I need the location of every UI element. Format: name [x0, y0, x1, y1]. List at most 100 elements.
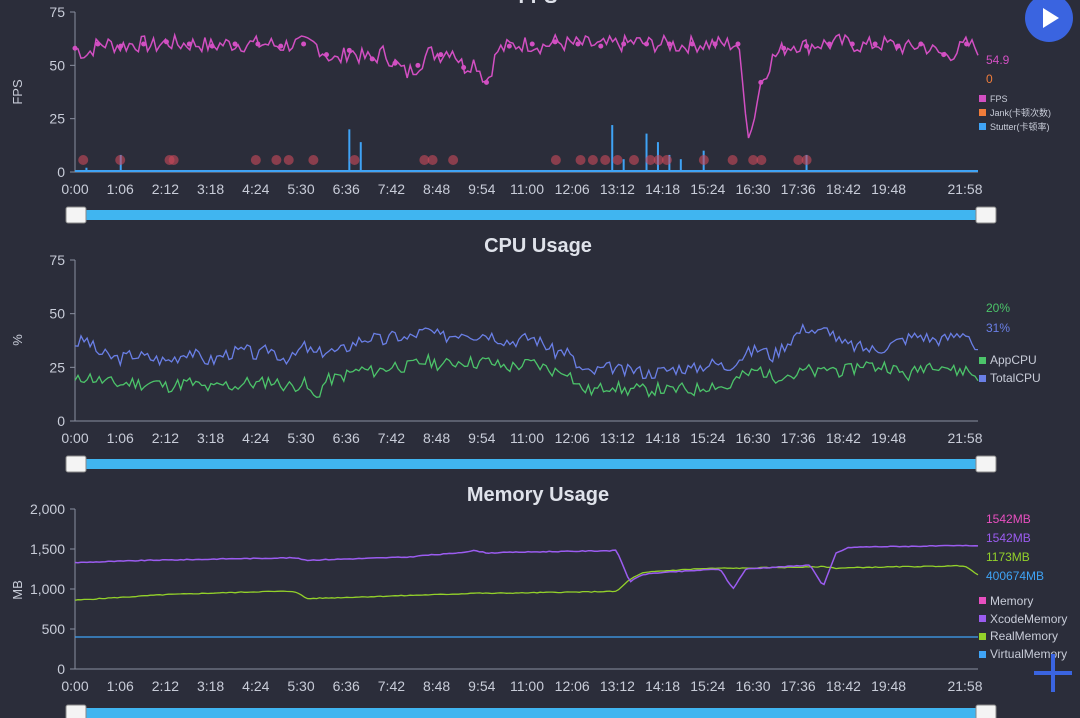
cpu-chart: CPU Usage % 75 50 25 0 0:00 1:06 2:12 3:18 4:24…: [10, 235, 1041, 473]
fps-point: [849, 41, 855, 47]
jank-marker: [756, 155, 767, 165]
x-tick-label: 8:48: [423, 678, 450, 694]
memory-chart: Memory Usage MB 2,000 1,500 1,000 500 0 0:00…: [10, 484, 1067, 718]
x-tick-label: 12:06: [555, 430, 590, 446]
legend-real-memory-swatch: [979, 633, 986, 640]
cpu-chart-title: CPU Usage: [484, 235, 592, 257]
fps-slider-left-handle[interactable]: [65, 206, 87, 224]
fps-point: [392, 60, 398, 66]
fps-range-slider[interactable]: [65, 206, 997, 224]
cpu-plot: [74, 322, 979, 399]
fps-point: [483, 79, 489, 85]
jank-marker: [271, 155, 282, 165]
jank-marker: [727, 155, 738, 165]
fps-x-ticks: 0:00 1:06 2:12 3:18 4:24 5:30 6:36 7:42 8:48 9:54…: [61, 181, 982, 197]
cpu-x-ticks: 0:00 1:06 2:12 3:18 4:24 5:30 6:36 7:42 8:48 9:54…: [61, 430, 982, 446]
memory-slider-track: [76, 708, 986, 718]
app-cpu-line: [74, 352, 979, 399]
memory-slider-left-handle[interactable]: [65, 704, 87, 718]
x-tick-label: 11:00: [510, 430, 544, 446]
x-tick-label: 13:12: [600, 678, 635, 694]
fps-point: [644, 41, 650, 47]
fps-chart: FPS FPS 75 50 25 0 0:00 1:06 2:12 3:18 4:24 5:30…: [10, 0, 1051, 224]
cpu-y-axis-label: %: [10, 334, 25, 346]
cpu-slider-right-handle[interactable]: [975, 455, 997, 473]
x-tick-label: 19:48: [871, 430, 906, 446]
legend-virtual-memory-swatch: [979, 651, 986, 658]
fps-point: [72, 45, 78, 51]
x-tick-label: 7:42: [378, 678, 405, 694]
fps-point: [232, 41, 238, 47]
fps-point: [118, 43, 124, 49]
xcode-memory-line: [74, 544, 979, 590]
legend-fps-swatch: [979, 95, 986, 102]
x-tick-label: 16:30: [735, 678, 770, 694]
x-tick-label: 7:42: [378, 430, 405, 446]
x-tick-label: 3:18: [197, 430, 224, 446]
x-tick-label: 5:30: [287, 181, 314, 197]
fps-slider-right-handle[interactable]: [975, 206, 997, 224]
fps-point: [895, 43, 901, 49]
fps-point: [712, 41, 718, 47]
x-tick-label: 17:36: [781, 430, 816, 446]
jank-marker: [550, 155, 561, 165]
memory-slider-right-handle[interactable]: [975, 704, 997, 718]
x-tick-label: 18:42: [826, 430, 861, 446]
x-tick-label: 21:58: [947, 181, 982, 197]
legend-stutter-swatch: [979, 123, 986, 130]
play-button[interactable]: [1025, 0, 1073, 42]
y-tick-label: 500: [42, 621, 66, 637]
x-tick-label: 2:12: [152, 430, 179, 446]
x-tick-label: 8:48: [423, 430, 450, 446]
cpu-slider-left-handle[interactable]: [65, 455, 87, 473]
x-tick-label: 12:06: [555, 678, 590, 694]
jank-marker: [612, 155, 623, 165]
x-tick-label: 15:24: [690, 678, 725, 694]
jank-marker: [115, 155, 126, 165]
x-tick-label: 16:30: [735, 181, 770, 197]
fps-point: [872, 41, 878, 47]
x-tick-label: 12:06: [555, 181, 590, 197]
x-tick-label: 5:30: [287, 678, 314, 694]
fps-point: [666, 41, 672, 47]
jank-marker: [793, 155, 804, 165]
x-tick-label: 14:18: [645, 678, 680, 694]
cpu-range-slider[interactable]: [65, 455, 997, 473]
fps-point: [552, 39, 558, 45]
legend-xcode-memory-swatch: [979, 615, 986, 622]
y-tick-label: 25: [49, 359, 65, 375]
y-tick-label: 0: [57, 661, 65, 677]
fps-point: [689, 41, 695, 47]
fps-point: [804, 43, 810, 49]
fps-point: [461, 64, 467, 70]
x-tick-label: 15:24: [690, 430, 725, 446]
add-button[interactable]: [1030, 650, 1076, 696]
x-tick-label: 9:54: [468, 678, 495, 694]
jank-marker: [587, 155, 598, 165]
y-tick-label: 50: [49, 57, 65, 73]
x-tick-label: 4:24: [242, 678, 269, 694]
y-tick-label: 1,000: [30, 581, 65, 597]
jank-marker: [801, 155, 812, 165]
xcode-memory-current-value: 1542MB: [986, 531, 1031, 545]
x-tick-label: 8:48: [423, 181, 450, 197]
jank-marker: [628, 155, 639, 165]
x-tick-label: 7:42: [378, 181, 405, 197]
fps-point: [781, 45, 787, 51]
y-tick-label: 75: [49, 252, 65, 268]
x-tick-label: 9:54: [468, 430, 495, 446]
fps-point: [255, 41, 261, 47]
legend-app-cpu-swatch: [979, 357, 986, 364]
fps-point: [964, 41, 970, 47]
plus-icon: [1034, 654, 1072, 692]
x-tick-label: 14:18: [645, 430, 680, 446]
jank-marker: [427, 155, 438, 165]
x-tick-label: 11:00: [510, 181, 544, 197]
fps-point: [209, 43, 215, 49]
x-tick-label: 18:42: [826, 181, 861, 197]
memory-range-slider[interactable]: [65, 704, 997, 718]
jank-marker: [283, 155, 294, 165]
x-tick-label: 3:18: [197, 181, 224, 197]
legend-virtual-memory-label: VirtualMemory: [990, 647, 1067, 661]
fps-line: [74, 32, 979, 139]
